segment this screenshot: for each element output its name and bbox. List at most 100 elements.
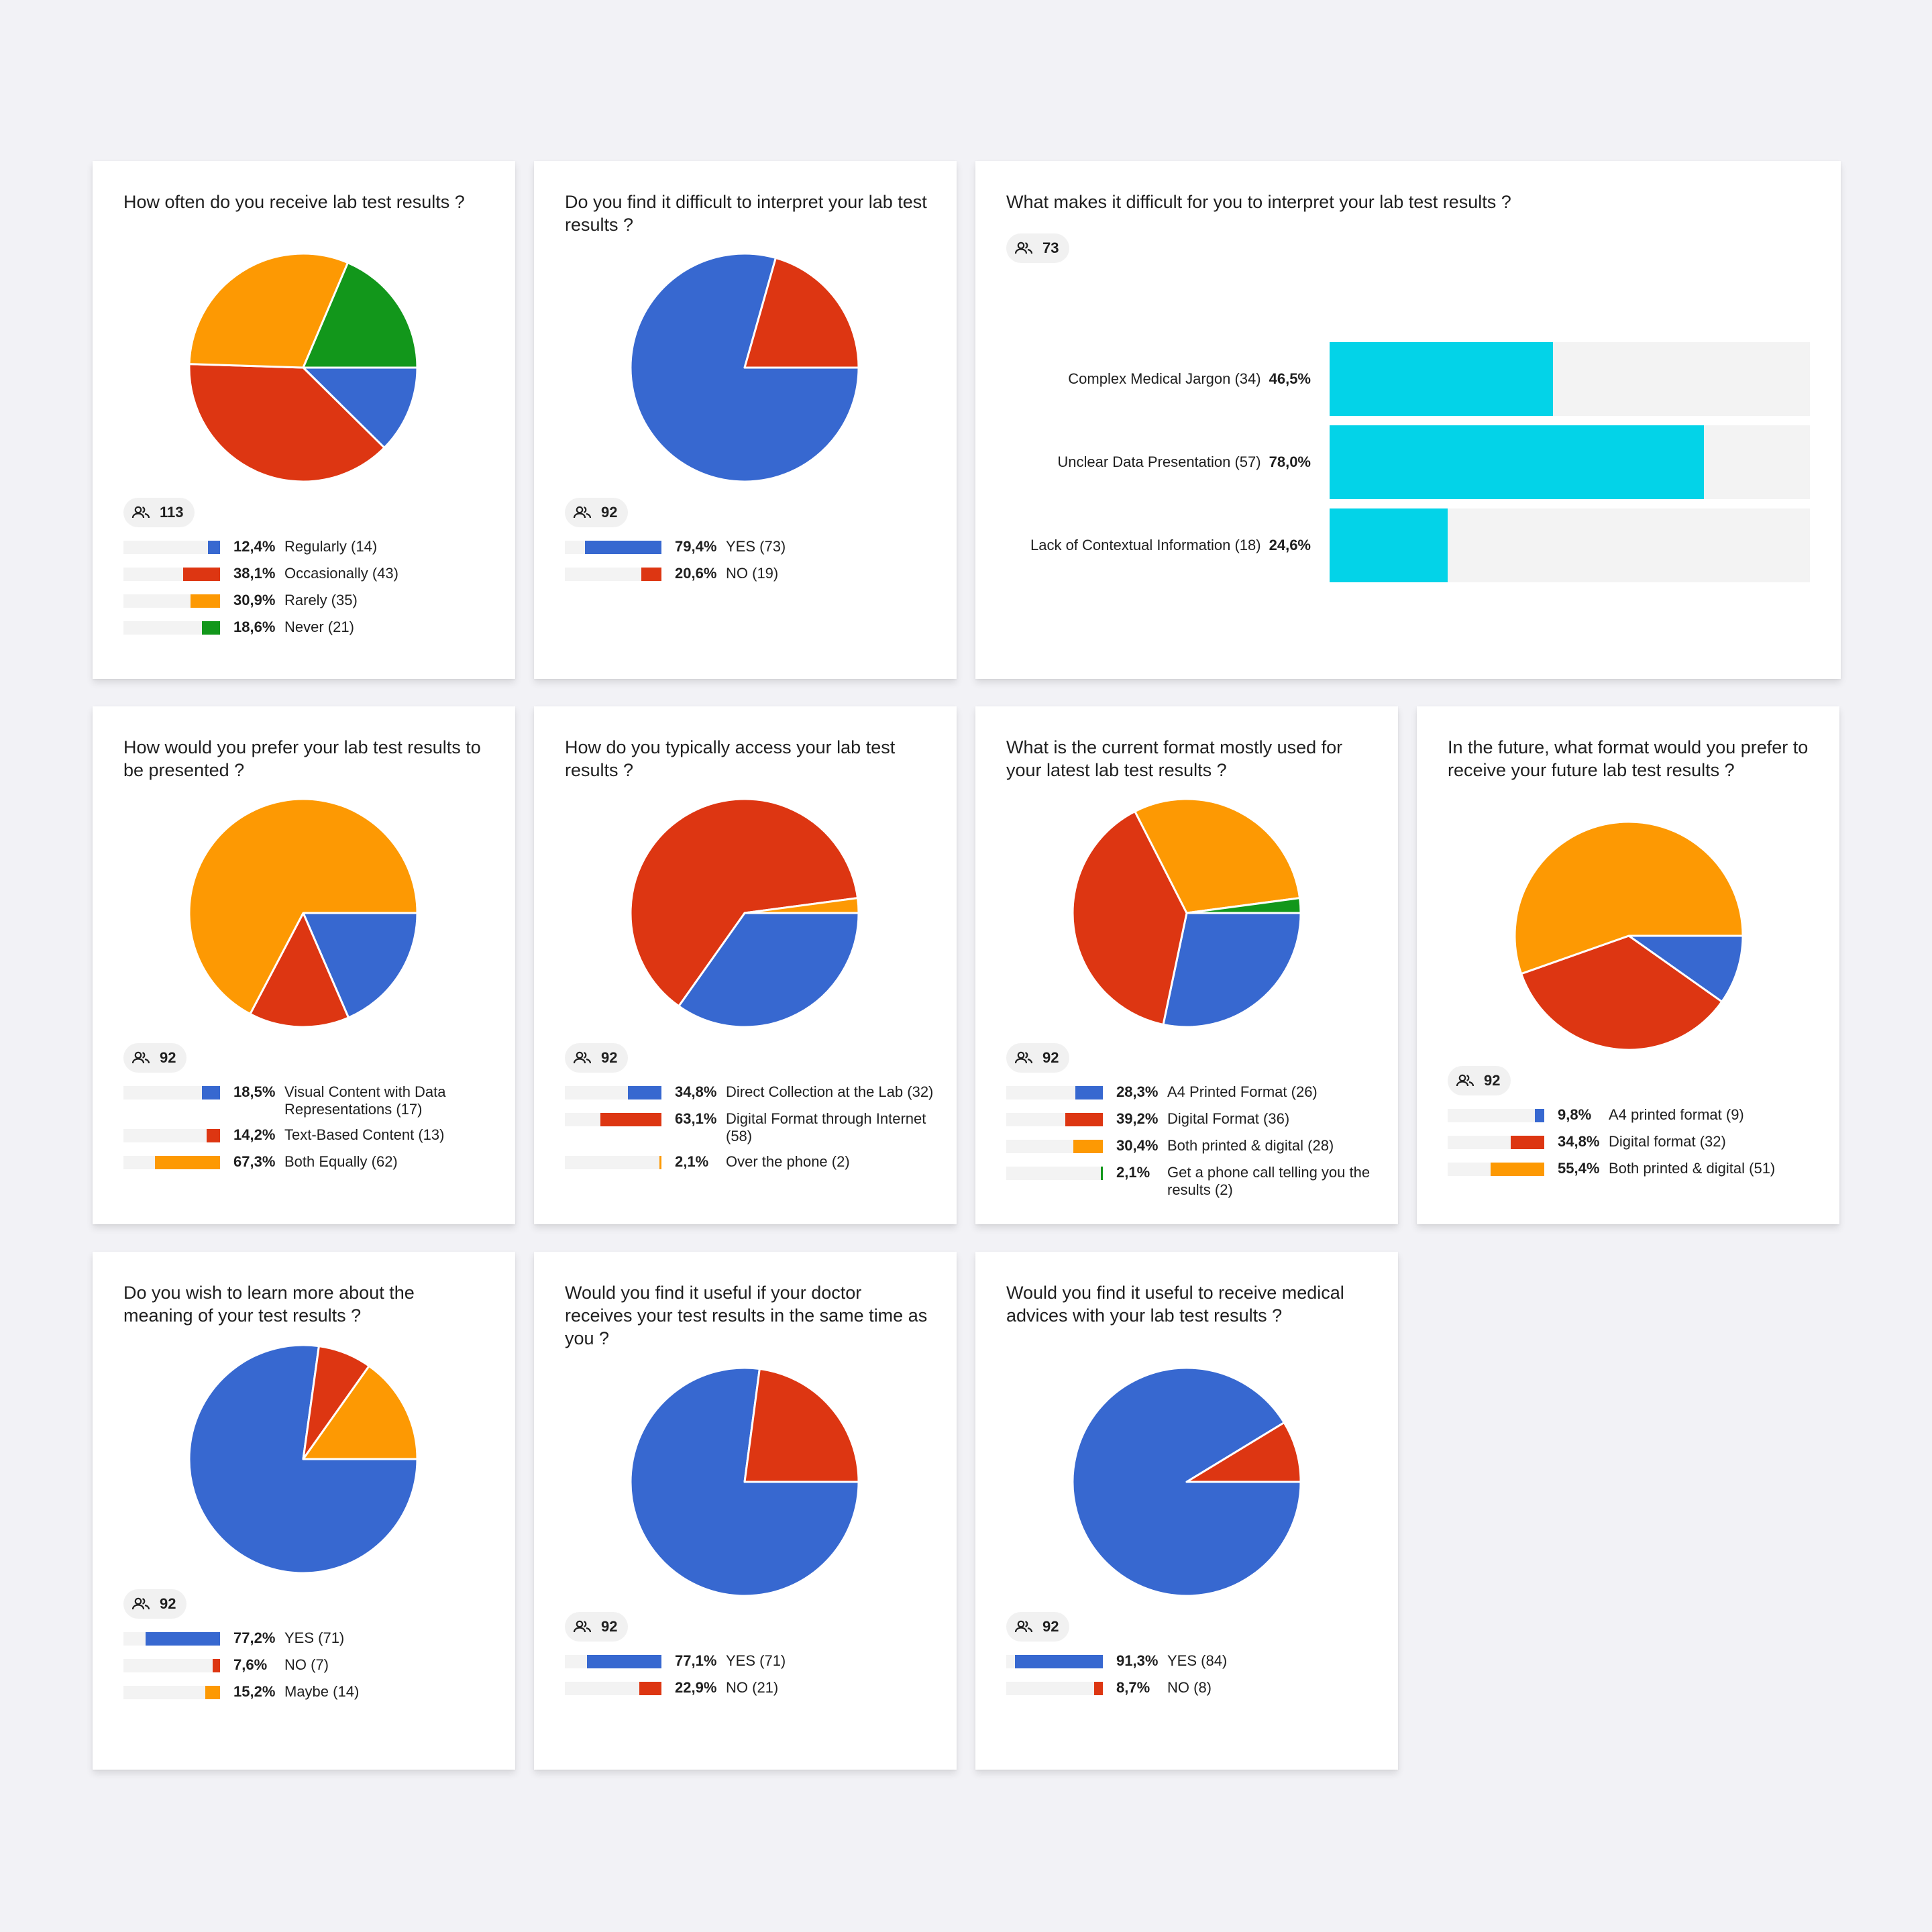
legend-item: 2,1% Over the phone (2) (565, 1152, 943, 1172)
pie-chart (1513, 820, 1744, 1051)
legend-bar-track (565, 541, 661, 554)
respondent-count-badge: 92 (123, 1589, 187, 1619)
bar-track (1330, 508, 1810, 582)
legend-bar-track (565, 1682, 661, 1695)
legend-bar-track (1006, 1655, 1103, 1668)
bar-category: Lack of Contextual Information (18) (1030, 537, 1261, 553)
legend-bar-track (565, 568, 661, 581)
legend-item: 8,7% NO (8) (1006, 1678, 1385, 1698)
pie-slice (743, 256, 860, 369)
chart-title: Would you find it useful to receive medi… (1006, 1283, 1344, 1326)
legend-bar (1491, 1163, 1544, 1176)
bar (1330, 342, 1553, 416)
legend-item: 55,4% Both printed & digital (51) (1448, 1159, 1826, 1179)
legend-percent: 38,1% (233, 565, 276, 582)
legend-bar (208, 541, 220, 554)
legend-bar-track (123, 1086, 220, 1099)
legend-percent: 7,6% (233, 1656, 268, 1673)
people-icon (1456, 1074, 1474, 1087)
legend-bar (206, 1129, 220, 1142)
bar-percent: 46,5% (1269, 370, 1311, 387)
legend-bar (213, 1659, 220, 1672)
people-icon (131, 506, 150, 519)
respondent-count: 92 (1042, 1618, 1059, 1635)
legend-bar (202, 621, 220, 635)
legend-bar-track (123, 1632, 220, 1646)
pie-slice (188, 252, 350, 369)
bar (1330, 425, 1705, 499)
respondent-count-badge: 92 (1006, 1612, 1070, 1642)
pie-slice (743, 897, 860, 914)
pie-slice (249, 912, 350, 1028)
legend-item: 91,3% YES (84) (1006, 1651, 1385, 1671)
legend-bar-track (565, 1086, 661, 1099)
respondent-count: 92 (601, 1049, 618, 1066)
chart-title: What is the current format mostly used f… (1006, 737, 1343, 780)
respondent-count-badge: 113 (123, 498, 195, 527)
legend-bar-track (1006, 1140, 1103, 1153)
legend-bar-track (565, 1156, 661, 1169)
legend-label: YES (71) (284, 1629, 345, 1646)
legend-bar (155, 1156, 220, 1169)
chart-title: How often do you receive lab test result… (123, 192, 465, 212)
legend-percent: 63,1% (675, 1110, 717, 1127)
legend-bar (627, 1086, 661, 1099)
legend-bar-track (123, 1659, 220, 1672)
pie-chart (629, 1366, 860, 1597)
legend-bar-track (123, 1129, 220, 1142)
pie-slice (188, 1344, 419, 1574)
pie-slice (1185, 1421, 1302, 1483)
respondent-count-badge: 92 (1448, 1066, 1511, 1095)
legend-label: Maybe (14) (284, 1683, 360, 1700)
legend-label: NO (21) (726, 1679, 779, 1696)
chart-title: How do you typically access your lab tes… (565, 737, 896, 780)
people-icon (573, 1051, 592, 1064)
respondent-count-badge: 92 (565, 1612, 629, 1642)
legend-item: 30,9% Rarely (35) (123, 590, 502, 610)
legend-percent: 91,3% (1116, 1652, 1159, 1669)
people-icon (131, 1597, 150, 1610)
legend-bar-track (1448, 1109, 1544, 1122)
bar-row: Lack of Contextual Information (18) 24,6% (975, 508, 1841, 582)
pie-chart (188, 252, 419, 483)
legend-bar (639, 1682, 661, 1695)
respondent-count: 92 (1042, 1049, 1059, 1066)
legend-bar-track (123, 1686, 220, 1699)
respondent-count: 92 (160, 1595, 176, 1612)
legend-label: YES (84) (1167, 1652, 1228, 1669)
legend-label: Get a phone call telling you the results… (1167, 1164, 1371, 1198)
chart-card: Would you find it useful to receive medi… (975, 1252, 1398, 1770)
respondent-count: 92 (601, 504, 618, 521)
legend-percent: 39,2% (1116, 1110, 1159, 1127)
legend-bar-track (565, 1655, 661, 1668)
chart-card: Do you wish to learn more about the mean… (93, 1252, 515, 1770)
legend-label: A4 printed format (9) (1609, 1106, 1744, 1123)
legend-label: Visual Content with Data Representations… (284, 1083, 446, 1118)
legend-item: 34,8% Direct Collection at the Lab (32) (565, 1082, 943, 1102)
pie-slice (302, 1364, 419, 1460)
pie-chart (188, 1344, 419, 1574)
legend-label: Both Equally (62) (284, 1153, 398, 1170)
legend-label: NO (19) (726, 565, 779, 582)
chart-card: Do you find it difficult to interpret yo… (534, 161, 957, 679)
legend-bar (202, 1086, 220, 1099)
respondent-count-badge: 92 (565, 498, 629, 527)
legend: 79,4% YES (73) 20,6% NO (19) (565, 537, 943, 590)
legend-item: 38,1% Occasionally (43) (123, 564, 502, 584)
legend: 91,3% YES (84) 8,7% NO (8) (1006, 1651, 1385, 1705)
pie-slice (302, 366, 419, 449)
respondent-count: 92 (601, 1618, 618, 1635)
legend: 28,3% A4 Printed Format (26) 39,2% Digital … (1006, 1082, 1385, 1205)
legend-label: Over the phone (2) (726, 1153, 850, 1170)
legend-bar (586, 1655, 661, 1668)
chart-title: In the future, what format would you pre… (1448, 737, 1809, 780)
legend-label: Digital Format (36) (1167, 1110, 1290, 1127)
legend-percent: 8,7% (1116, 1679, 1150, 1696)
legend-percent: 77,2% (233, 1629, 276, 1646)
legend-bar (584, 541, 661, 554)
legend-bar-track (1448, 1136, 1544, 1149)
chart-card: Would you find it useful if your doctor … (534, 1252, 957, 1770)
people-icon (573, 1620, 592, 1633)
pie-chart (1071, 1366, 1302, 1597)
respondent-count-badge: 73 (1006, 233, 1070, 263)
